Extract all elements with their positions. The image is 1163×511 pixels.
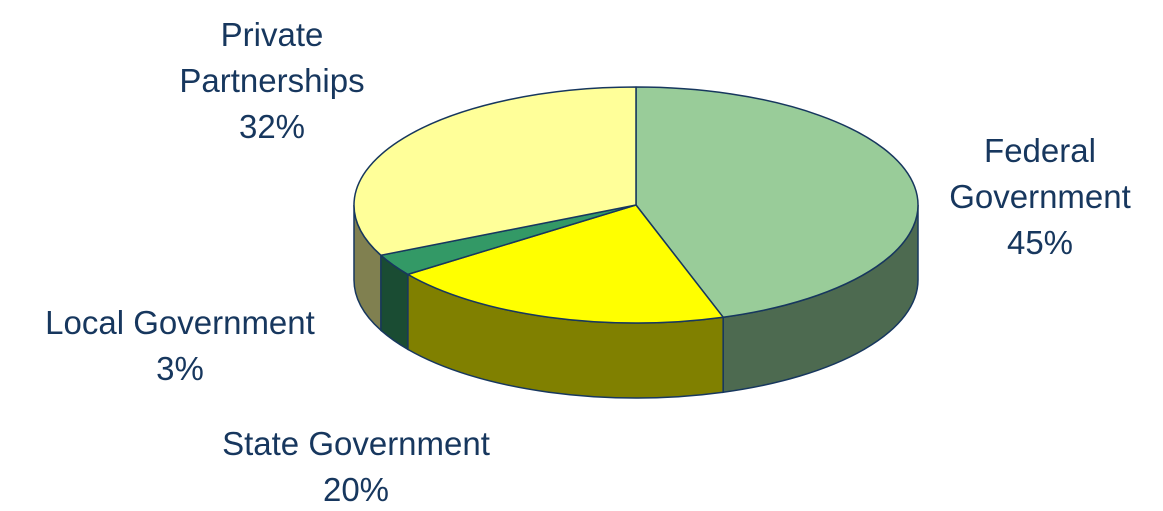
pie-tops <box>353 86 919 324</box>
pie-slice-federal-government <box>635 86 919 318</box>
data-label-percent: 32% <box>239 108 305 145</box>
data-label-line: Private <box>221 16 324 53</box>
data-label-line: State Government <box>222 425 490 462</box>
data-label-private-partnerships: Private Partnerships 32% <box>179 16 364 145</box>
pie-slice-state-government <box>407 204 724 324</box>
data-label-line: Government <box>949 178 1131 215</box>
data-label-federal-government: Federal Government 45% <box>949 132 1131 261</box>
data-label-line: Partnerships <box>179 62 364 99</box>
data-label-percent: 3% <box>156 350 204 387</box>
data-label-local-government: Local Government 3% <box>45 304 315 387</box>
data-label-line: Federal <box>984 132 1096 169</box>
pie-slice-private-partnerships <box>353 86 637 256</box>
data-label-line: Local Government <box>45 304 315 341</box>
data-label-percent: 20% <box>323 471 389 508</box>
data-label-percent: 45% <box>1007 224 1073 261</box>
pie-labels: Federal Government 45% State Government 20% L… <box>45 16 1131 508</box>
data-label-state-government: State Government 20% <box>222 425 490 508</box>
